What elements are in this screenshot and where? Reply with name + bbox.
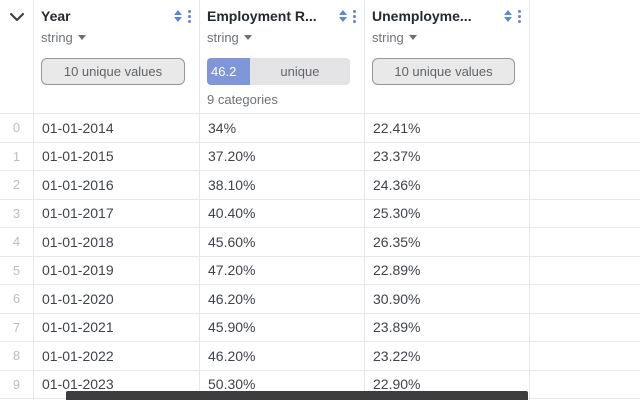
table-cell[interactable]: 25.30% xyxy=(365,200,529,228)
table-cell[interactable]: 23.37% xyxy=(365,143,529,171)
sort-icon[interactable] xyxy=(504,10,512,22)
dtype-dropdown[interactable]: string xyxy=(41,30,86,45)
row-index-cell[interactable]: 9 xyxy=(0,371,33,399)
caret-down-icon xyxy=(408,35,417,40)
value-frequency-bar: 46.2 unique xyxy=(207,58,350,85)
empty-column-header xyxy=(530,0,640,114)
row-index-cell[interactable]: 8 xyxy=(0,342,33,371)
sort-icon[interactable] xyxy=(339,10,347,22)
dtype-dropdown[interactable]: string xyxy=(207,30,252,45)
caret-down-icon xyxy=(77,35,86,40)
table-cell[interactable]: 01-01-2016 xyxy=(34,171,199,200)
row-index-cell[interactable]: 0 xyxy=(0,114,33,143)
chevron-down-icon[interactable] xyxy=(8,10,26,24)
column-unemployment: Unemployme... string 10 unique values 22… xyxy=(365,0,530,400)
column-header-unemployment: Unemployme... string 10 unique values xyxy=(365,0,529,114)
row-index-cell[interactable]: 6 xyxy=(0,285,33,314)
table-cell[interactable]: 37.20% xyxy=(200,143,364,171)
dtype-label: string xyxy=(207,30,239,45)
column-menu-icon[interactable] xyxy=(351,9,358,23)
column-menu-icon[interactable] xyxy=(186,9,193,23)
frequency-bar-fill: 46.2 xyxy=(207,58,250,85)
row-index-cell[interactable]: 4 xyxy=(0,228,33,257)
empty-cell[interactable] xyxy=(530,314,640,342)
column-menu-icon[interactable] xyxy=(516,9,523,23)
row-index-cell[interactable]: 5 xyxy=(0,257,33,285)
unique-values-button[interactable]: 10 unique values xyxy=(372,58,515,85)
table-cell[interactable]: 26.35% xyxy=(365,228,529,257)
empty-cell[interactable] xyxy=(530,371,640,399)
dtype-label: string xyxy=(372,30,404,45)
table-cell[interactable]: 46.20% xyxy=(200,285,364,314)
column-title[interactable]: Employment R... xyxy=(207,8,317,24)
empty-cell[interactable] xyxy=(530,285,640,314)
dtype-dropdown[interactable]: string xyxy=(372,30,417,45)
empty-cell[interactable] xyxy=(530,342,640,371)
column-header-year: Year string 10 unique values xyxy=(34,0,199,114)
horizontal-scrollbar-thumb[interactable] xyxy=(66,391,528,400)
row-index-cell[interactable]: 1 xyxy=(0,143,33,171)
table-cell[interactable]: 22.89% xyxy=(365,257,529,285)
table-cell[interactable]: 01-01-2017 xyxy=(34,200,199,228)
table-cell[interactable]: 45.60% xyxy=(200,228,364,257)
index-column-header xyxy=(0,0,33,114)
empty-cell[interactable] xyxy=(530,200,640,228)
table-cell[interactable]: 23.22% xyxy=(365,342,529,371)
table-cell[interactable]: 38.10% xyxy=(200,171,364,200)
categories-note: 9 categories xyxy=(207,92,278,107)
table-cell[interactable]: 30.90% xyxy=(365,285,529,314)
row-index-cell[interactable]: 3 xyxy=(0,200,33,228)
table-cell[interactable]: 01-01-2014 xyxy=(34,114,199,143)
column-title[interactable]: Unemployme... xyxy=(372,8,472,24)
table-cell[interactable]: 01-01-2022 xyxy=(34,342,199,371)
table-cell[interactable]: 01-01-2021 xyxy=(34,314,199,342)
frequency-bar-label: unique xyxy=(280,64,320,79)
empty-cell[interactable] xyxy=(530,143,640,171)
column-header-employment: Employment R... string 46.2 unique 9 cat… xyxy=(200,0,364,114)
table-cell[interactable]: 23.89% xyxy=(365,314,529,342)
row-index-cell[interactable]: 2 xyxy=(0,171,33,200)
table-cell[interactable]: 22.41% xyxy=(365,114,529,143)
table-cell[interactable]: 01-01-2018 xyxy=(34,228,199,257)
empty-cell[interactable] xyxy=(530,171,640,200)
empty-cell[interactable] xyxy=(530,257,640,285)
table-cell[interactable]: 40.40% xyxy=(200,200,364,228)
table-cell[interactable]: 47.20% xyxy=(200,257,364,285)
table-cell[interactable]: 34% xyxy=(200,114,364,143)
column-title[interactable]: Year xyxy=(41,8,71,24)
table-cell[interactable]: 46.20% xyxy=(200,342,364,371)
sort-icon[interactable] xyxy=(174,10,182,22)
empty-cell[interactable] xyxy=(530,228,640,257)
row-index-cell[interactable]: 7 xyxy=(0,314,33,342)
empty-cell[interactable] xyxy=(530,114,640,143)
dtype-label: string xyxy=(41,30,73,45)
table-cell[interactable]: 01-01-2019 xyxy=(34,257,199,285)
unique-values-button[interactable]: 10 unique values xyxy=(41,58,185,85)
table-cell[interactable]: 45.90% xyxy=(200,314,364,342)
table-cell[interactable]: 01-01-2020 xyxy=(34,285,199,314)
table-cell[interactable]: 01-01-2015 xyxy=(34,143,199,171)
column-employment: Employment R... string 46.2 unique 9 cat… xyxy=(200,0,365,400)
table-cell[interactable]: 24.36% xyxy=(365,171,529,200)
column-year: Year string 10 unique values 01-01-2014 0… xyxy=(34,0,200,400)
empty-column xyxy=(530,0,640,400)
caret-down-icon xyxy=(243,35,252,40)
